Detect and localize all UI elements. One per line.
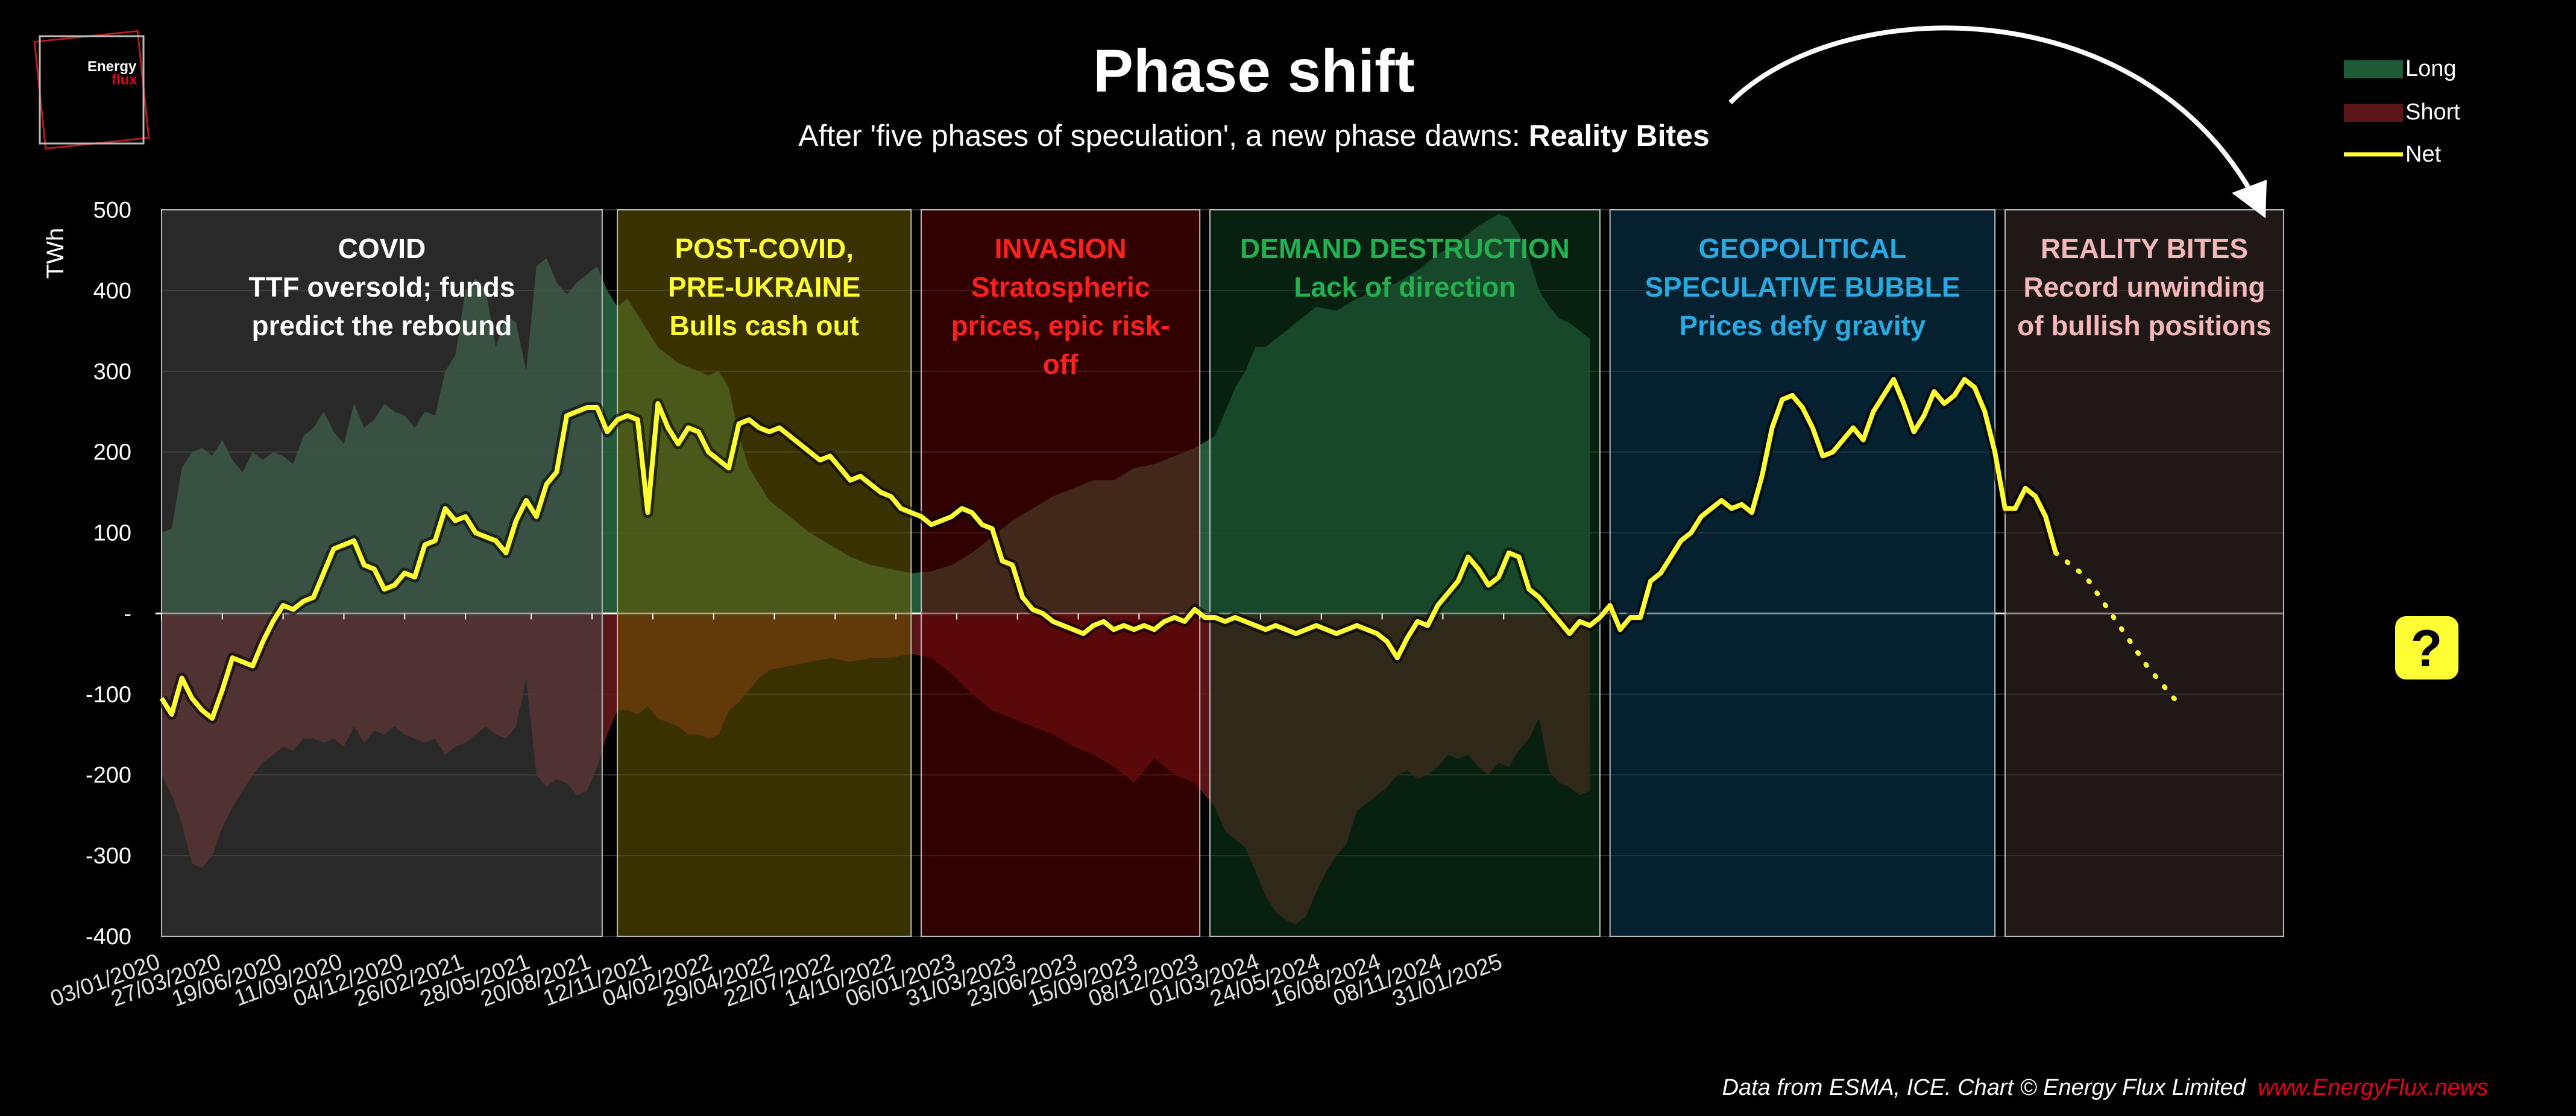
logo: Energy flux [33, 30, 150, 150]
phase-4-line-0: GEOPOLITICAL [1698, 233, 1906, 264]
phase-2-line-1: Stratospheric [971, 271, 1150, 303]
series-net-line [159, 377, 2058, 721]
legend-swatch-short [2344, 104, 2403, 122]
footer-link: www.EnergyFlux.news [2258, 1075, 2488, 1100]
phase-1-line-2: Bulls cash out [670, 310, 859, 341]
phase-2-line-0: INVASION [995, 233, 1127, 264]
y-tick-label-0: 500 [93, 198, 131, 223]
y-tick-label-8: -300 [86, 843, 131, 869]
legend-label-long: Long [2405, 56, 2457, 81]
phase-2-line-3: off [1043, 348, 1079, 380]
question-badge: ? [2395, 616, 2458, 679]
phase-1-line-0: POST-COVID, [675, 233, 853, 264]
chart-subtitle: After 'five phases of speculation', a ne… [798, 119, 1710, 153]
phase-5-line-2: of bullish positions [2017, 310, 2272, 341]
y-tick-label-1: 400 [93, 279, 131, 304]
phase-3-line-0: DEMAND DESTRUCTION [1240, 233, 1570, 264]
phase-panel-3 [1209, 209, 1601, 937]
phase-4-line-1: SPECULATIVE BUBBLE [1645, 271, 1960, 303]
phase-0-line-1: TTF oversold; funds [248, 271, 515, 303]
y-axis-ticks: 500 400 300 200 100 - -100 -200 -300 -400 [86, 198, 131, 950]
phase-4-line-2: Prices defy gravity [1679, 310, 1926, 341]
y-tick-label-4: 100 [93, 521, 131, 546]
phase-5-line-1: Record unwinding [2023, 271, 2265, 303]
phase-0-line-2: predict the rebound [251, 310, 512, 341]
y-tick-label-5: - [124, 601, 131, 626]
legend-label-short: Short [2405, 99, 2460, 125]
arrow-head [2232, 180, 2267, 218]
y-tick-label-7: -200 [86, 763, 131, 788]
phase-panel-5 [2004, 209, 2285, 937]
footer-source: Data from ESMA, ICE. Chart © Energy Flux… [1722, 1075, 2247, 1100]
question-mark: ? [2411, 620, 2443, 678]
y-tick-label-6: -100 [86, 682, 131, 707]
phase-0-line-0: COVID [338, 233, 426, 264]
phase-1-line-1: PRE-UKRAINE [668, 271, 860, 303]
phase-5-line-0: REALITY BITES [2041, 233, 2248, 264]
phase-panel-1 [617, 209, 912, 937]
y-axis-label: TWh [42, 228, 69, 279]
phase-panel-2 [921, 209, 1201, 937]
logo-line2: flux [112, 72, 137, 88]
chart-title: Phase shift [1093, 37, 1415, 105]
phase-panel-4 [1609, 209, 1996, 937]
y-tick-label-3: 200 [93, 440, 131, 465]
y-tick-label-9: -400 [86, 924, 131, 950]
phase-panels: COVID TTF oversold; funds predict the rebo… [157, 209, 2285, 937]
legend-label-net: Net [2405, 142, 2442, 167]
series-net-projection [2053, 550, 2180, 705]
phase-2-line-2: prices, epic risk- [951, 310, 1170, 341]
legend: Long Short Net [2344, 56, 2460, 167]
logo-line1: Energy [87, 58, 137, 75]
legend-swatch-long [2344, 60, 2403, 78]
y-tick-label-2: 300 [93, 359, 131, 385]
phase-3-line-1: Lack of direction [1294, 271, 1516, 303]
arrow-curve [1728, 25, 2254, 194]
